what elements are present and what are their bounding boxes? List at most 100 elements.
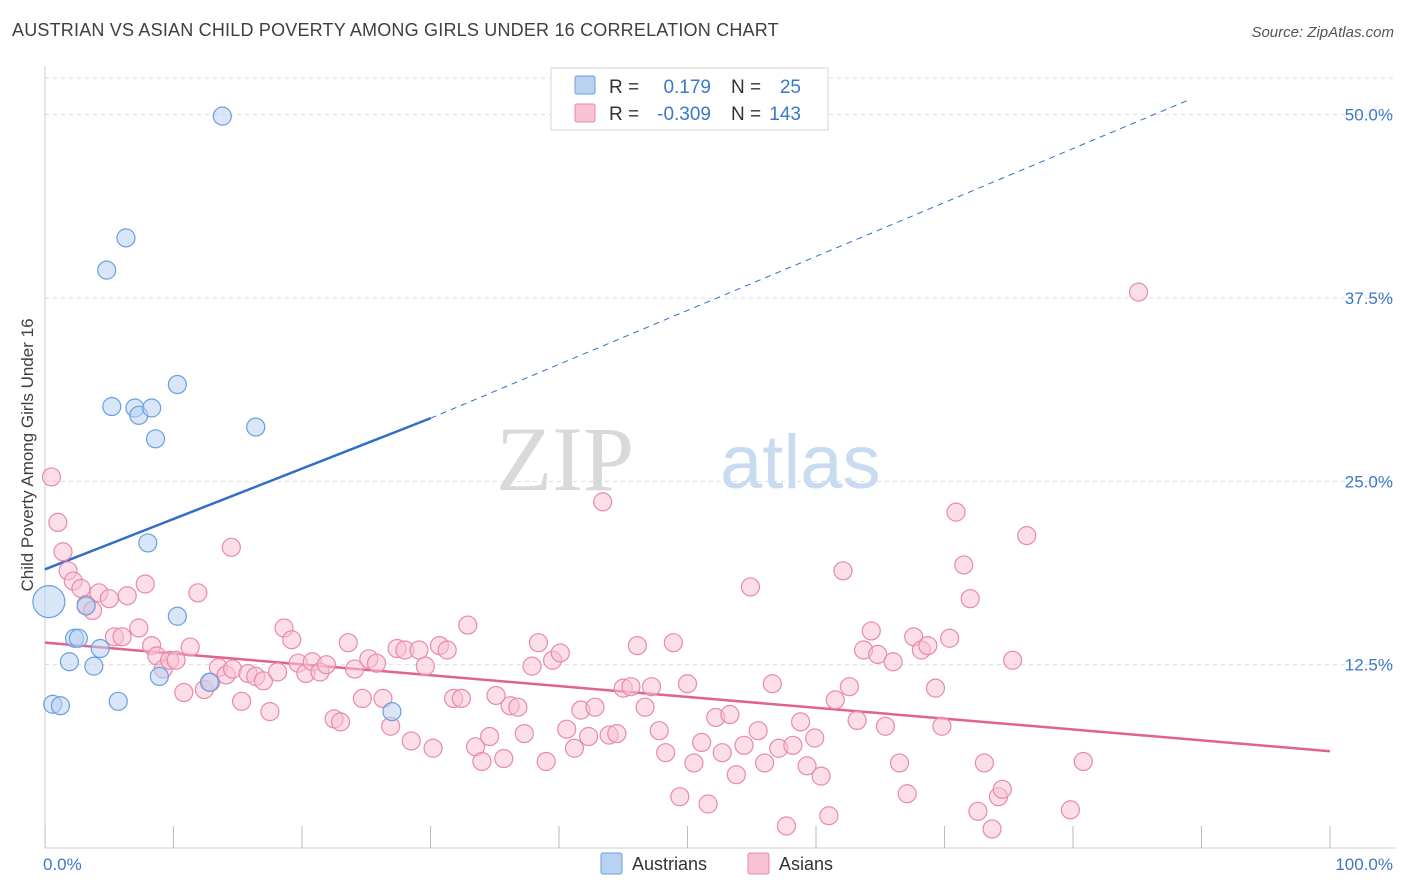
legend-r-label: R = — [609, 104, 639, 125]
asian-point — [221, 537, 241, 557]
y-tick-label: 25.0% — [1345, 472, 1393, 491]
asian-point — [282, 630, 302, 650]
asian-point — [437, 640, 457, 660]
asian-point — [925, 678, 946, 698]
asian-point — [1073, 751, 1093, 772]
austrian-point — [116, 228, 136, 248]
asian-point — [451, 688, 471, 709]
legend-bottom-label-asians: Asians — [779, 854, 833, 874]
legend-swatch-austrians — [574, 75, 596, 95]
asian-point — [783, 735, 803, 755]
trend-lines — [44, 99, 1331, 753]
asian-point — [528, 633, 549, 653]
asian-point — [656, 743, 676, 763]
asian-point — [992, 779, 1012, 799]
austrian-point — [149, 666, 169, 687]
asian-point — [754, 753, 775, 773]
austrian-point — [84, 656, 104, 676]
asian-point — [423, 738, 443, 758]
asian-point — [889, 753, 910, 773]
asian-point — [458, 615, 478, 635]
austrian-point — [76, 596, 96, 616]
watermark-atlas: atlas — [720, 420, 881, 505]
asian-point — [677, 674, 698, 694]
asian-point — [316, 655, 337, 675]
asian-point — [974, 753, 994, 773]
asian-point — [494, 748, 514, 769]
legend-r-value: -0.309 — [657, 104, 711, 125]
legend-n-label: N = — [731, 104, 761, 125]
asian-point — [564, 738, 585, 758]
asian-point — [53, 542, 73, 562]
austrian-point — [97, 260, 117, 280]
asian-point — [607, 723, 627, 744]
asian-point — [954, 555, 974, 575]
austrian-point — [382, 701, 402, 722]
asian-point — [692, 732, 712, 753]
legend-bottom-swatch-austrians — [600, 852, 623, 875]
legend-n-value: 143 — [769, 104, 801, 125]
austrian-point — [138, 533, 158, 553]
asian-point — [635, 697, 655, 717]
asian-point — [734, 735, 754, 755]
asian-point — [267, 662, 288, 682]
asian-point — [790, 712, 811, 732]
asian-point — [982, 819, 1002, 839]
asian-point — [330, 712, 351, 732]
axes — [44, 66, 1395, 849]
asian-point — [720, 704, 740, 725]
asian-point — [522, 656, 542, 676]
legend-bottom-label-austrians: Austrians — [632, 854, 707, 874]
asian-point — [166, 650, 186, 670]
asian-point — [557, 719, 577, 739]
austrian-point — [59, 652, 80, 672]
austrian-point — [90, 638, 110, 659]
asian-point — [338, 633, 358, 653]
austrians-trend-extension — [430, 99, 1189, 419]
asian-point — [663, 633, 683, 653]
asian-point — [99, 589, 119, 609]
asian-point — [875, 716, 895, 736]
x-tick-label: 0.0% — [43, 855, 82, 874]
asian-point — [833, 561, 853, 581]
asian-point — [366, 653, 387, 673]
asian-point — [373, 688, 393, 709]
x-tick-label: 100.0% — [1335, 855, 1393, 874]
asian-point — [188, 583, 208, 603]
asian-point — [514, 723, 534, 744]
asian-point — [698, 794, 718, 814]
asian-point — [260, 701, 280, 722]
asian-point — [48, 512, 68, 533]
asian-point — [940, 628, 960, 648]
asian-point — [486, 685, 506, 706]
asian-point — [726, 765, 746, 785]
grid-lines — [45, 77, 1395, 666]
asian-point — [897, 784, 917, 804]
asian-point — [868, 644, 888, 665]
asian-point — [968, 801, 988, 821]
asian-point — [578, 726, 599, 747]
asian-point — [839, 677, 860, 697]
asian-point — [811, 766, 831, 786]
watermark-zip: ZIP — [496, 408, 634, 510]
asian-point — [762, 674, 782, 694]
asian-point — [861, 621, 881, 641]
asian-point — [776, 816, 797, 836]
asian-point — [345, 659, 365, 679]
y-tick-label: 37.5% — [1345, 289, 1393, 308]
asian-point — [401, 731, 421, 751]
asian-point — [918, 635, 938, 656]
asian-point — [174, 682, 194, 703]
asian-point — [117, 586, 137, 606]
asian-point — [550, 643, 570, 663]
austrian-point — [142, 398, 162, 418]
asian-point — [621, 677, 641, 697]
y-tick-label: 12.5% — [1345, 656, 1393, 675]
asian-point — [180, 637, 200, 657]
austrian-point — [145, 429, 166, 449]
asians-trend-line — [44, 641, 1331, 753]
legend-swatch-asians — [574, 103, 596, 123]
asian-point — [641, 677, 662, 697]
asian-point — [670, 787, 690, 807]
